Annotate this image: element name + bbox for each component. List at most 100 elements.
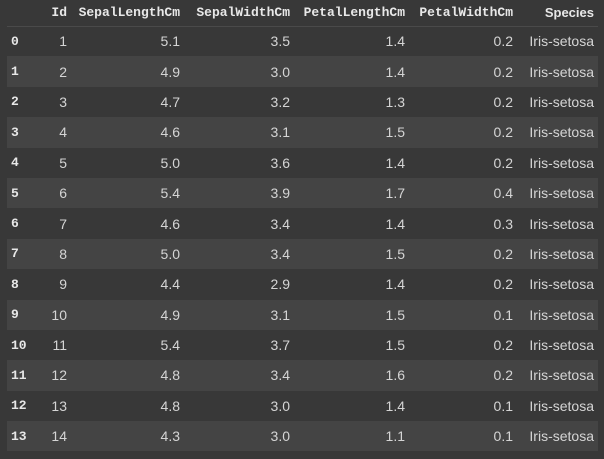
petal-width-cell: 0.2: [493, 154, 513, 171]
id-cell: 12: [51, 367, 67, 384]
index-cell: 8: [11, 276, 19, 292]
petal-length-cell: 1.4: [385, 63, 405, 80]
index-cell: 11: [11, 367, 27, 383]
sepal-length-cell: 4.4: [160, 276, 180, 293]
table-row: 6 7 4.6 3.4 1.4 0.3 Iris-setosa: [7, 208, 598, 238]
petal-length-cell: 1.3: [385, 93, 405, 110]
column-header-id: Id: [35, 0, 71, 27]
sepal-length-cell: 4.7: [160, 93, 180, 110]
table-row: 11 12 4.8 3.4 1.6 0.2 Iris-setosa: [7, 360, 598, 391]
index-cell: 10: [11, 337, 27, 353]
petal-width-cell: 0.2: [493, 276, 513, 293]
species-cell: Iris-setosa: [529, 245, 594, 262]
petal-length-cell: 1.1: [385, 428, 405, 445]
table-row: 2 3 4.7 3.2 1.3 0.2 Iris-setosa: [7, 87, 598, 117]
petal-length-cell: 1.5: [385, 124, 405, 141]
sepal-width-cell: 3.1: [270, 124, 290, 141]
sepal-width-cell: 3.1: [270, 306, 290, 323]
petal-width-cell: 0.2: [493, 63, 513, 80]
petal-width-cell: 0.2: [493, 367, 513, 384]
sepal-length-cell: 4.8: [160, 367, 180, 384]
index-cell: 0: [11, 33, 19, 49]
table-row: 0 1 5.1 3.5 1.4 0.2 Iris-setosa: [7, 26, 598, 56]
sepal-width-cell: 3.0: [270, 63, 290, 80]
sepal-width-cell: 3.9: [270, 185, 290, 202]
sepal-length-cell: 4.3: [160, 428, 180, 445]
petal-width-cell: 0.2: [493, 33, 513, 50]
sepal-width-cell: 3.4: [270, 245, 290, 262]
sepal-length-cell: 5.0: [160, 154, 180, 171]
index-cell: 2: [11, 94, 19, 110]
species-cell: Iris-setosa: [529, 185, 594, 202]
id-cell: 10: [51, 306, 67, 323]
sepal-length-cell: 4.9: [160, 63, 180, 80]
index-cell: 6: [11, 216, 19, 232]
sepal-length-cell: 5.4: [160, 337, 180, 354]
id-cell: 7: [59, 215, 67, 232]
species-cell: Iris-setosa: [529, 154, 594, 171]
sepal-length-cell: 4.6: [160, 124, 180, 141]
species-cell: Iris-setosa: [529, 215, 594, 232]
index-cell: 7: [11, 246, 19, 262]
index-cell: 1: [11, 64, 19, 80]
species-cell: Iris-setosa: [529, 337, 594, 354]
header-row: Id SepalLengthCm SepalWidthCm PetalLengt…: [7, 0, 598, 27]
petal-width-cell: 0.2: [493, 124, 513, 141]
id-cell: 3: [59, 93, 67, 110]
petal-length-cell: 1.4: [385, 215, 405, 232]
petal-width-cell: 0.3: [493, 215, 513, 232]
id-cell: 6: [59, 185, 67, 202]
table-row: 3 4 4.6 3.1 1.5 0.2 Iris-setosa: [7, 117, 598, 148]
table-row: 4 5 5.0 3.6 1.4 0.2 Iris-setosa: [7, 148, 598, 178]
species-cell: Iris-setosa: [529, 367, 594, 384]
sepal-width-cell: 3.2: [270, 93, 290, 110]
id-cell: 4: [59, 124, 67, 141]
sepal-length-cell: 4.8: [160, 397, 180, 414]
table-body: 0 1 5.1 3.5 1.4 0.2 Iris-setosa 1 2 4.9 3.0 1.4 0.2 I…: [7, 26, 598, 452]
sepal-width-cell: 3.4: [270, 367, 290, 384]
column-header-species: Species: [517, 0, 598, 27]
id-cell: 13: [51, 397, 67, 414]
index-header: [7, 0, 35, 27]
table-row: 7 8 5.0 3.4 1.5 0.2 Iris-setosa: [7, 238, 598, 270]
sepal-width-cell: 3.5: [270, 33, 290, 50]
index-cell: 12: [11, 398, 27, 414]
table-row: 9 10 4.9 3.1 1.5 0.1 Iris-setosa: [7, 299, 598, 330]
table-row: 10 11 5.4 3.7 1.5 0.2 Iris-setosa: [7, 330, 598, 360]
id-cell: 9: [59, 276, 67, 293]
index-cell: 5: [11, 185, 19, 201]
petal-length-cell: 1.5: [385, 337, 405, 354]
sepal-width-cell: 3.6: [270, 154, 290, 171]
column-header-petal-width: PetalWidthCm: [409, 0, 517, 27]
petal-width-cell: 0.1: [493, 397, 513, 414]
id-cell: 14: [51, 428, 67, 445]
petal-width-cell: 0.4: [493, 185, 513, 202]
table-row: 5 6 5.4 3.9 1.7 0.4 Iris-setosa: [7, 177, 598, 209]
id-cell: 2: [59, 63, 67, 80]
petal-length-cell: 1.4: [385, 397, 405, 414]
species-cell: Iris-setosa: [529, 276, 594, 293]
table-row: 1 2 4.9 3.0 1.4 0.2 Iris-setosa: [7, 56, 598, 87]
petal-width-cell: 0.2: [493, 245, 513, 262]
species-cell: Iris-setosa: [529, 428, 594, 445]
petal-length-cell: 1.4: [385, 154, 405, 171]
species-cell: Iris-setosa: [529, 397, 594, 414]
column-header-petal-length: PetalLengthCm: [294, 0, 409, 27]
sepal-length-cell: 4.9: [160, 306, 180, 323]
species-cell: Iris-setosa: [529, 124, 594, 141]
petal-width-cell: 0.1: [493, 306, 513, 323]
table-row: 12 13 4.8 3.0 1.4 0.1 Iris-setosa: [7, 391, 598, 421]
index-cell: 4: [11, 155, 19, 171]
id-cell: 1: [59, 33, 67, 50]
sepal-width-cell: 2.9: [270, 276, 290, 293]
dataframe-table: Id SepalLengthCm SepalWidthCm PetalLengt…: [7, 0, 598, 452]
petal-width-cell: 0.2: [493, 337, 513, 354]
table-row: 8 9 4.4 2.9 1.4 0.2 Iris-setosa: [7, 269, 598, 299]
species-cell: Iris-setosa: [529, 63, 594, 80]
sepal-width-cell: 3.4: [270, 215, 290, 232]
species-cell: Iris-setosa: [529, 93, 594, 110]
column-header-sepal-width: SepalWidthCm: [184, 0, 294, 27]
index-cell: 9: [11, 307, 19, 323]
sepal-length-cell: 5.1: [160, 33, 180, 50]
